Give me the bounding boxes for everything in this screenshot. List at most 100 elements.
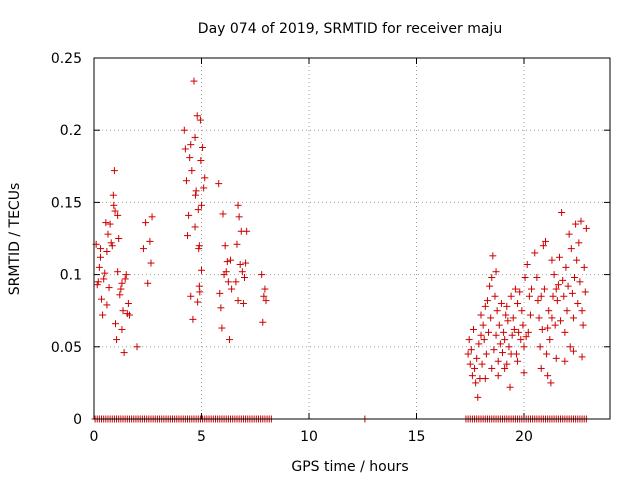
data-point: [181, 145, 189, 153]
data-point: [216, 289, 224, 297]
data-point: [110, 167, 118, 175]
data-point: [119, 307, 127, 315]
data-point: [569, 314, 577, 322]
data-point: [491, 292, 499, 300]
data-point: [222, 268, 230, 276]
data-point: [198, 201, 205, 209]
y-tick-label: 0.05: [51, 340, 82, 356]
data-point: [578, 307, 586, 315]
data-point: [197, 157, 205, 165]
data-point: [574, 299, 582, 307]
data-point: [234, 201, 242, 209]
data-point: [474, 393, 482, 401]
x-tick-label: 15: [408, 429, 426, 445]
data-point: [524, 328, 532, 336]
data-point: [503, 360, 511, 368]
plot-frame: [93, 57, 611, 420]
data-point: [464, 350, 472, 358]
data-point: [148, 213, 156, 221]
data-point: [194, 206, 202, 214]
y-tick-label: 0.1: [60, 268, 82, 284]
data-point: [492, 331, 500, 339]
data-point: [561, 328, 569, 336]
data-point: [217, 304, 225, 312]
data-point: [533, 273, 541, 281]
data-point: [535, 314, 543, 322]
data-point: [466, 360, 474, 368]
data-point: [494, 357, 502, 365]
data-points: [91, 77, 590, 423]
data-point: [576, 278, 584, 286]
data-point: [558, 209, 566, 217]
y-tick-label: 0.2: [60, 123, 82, 139]
data-point: [198, 266, 205, 274]
data-point: [579, 321, 587, 329]
data-point: [567, 245, 575, 253]
data-point: [561, 357, 569, 365]
data-point: [114, 211, 122, 219]
data-point: [481, 375, 489, 383]
data-point: [507, 350, 515, 358]
data-point: [534, 297, 542, 305]
data-point: [472, 379, 480, 387]
data-point: [540, 285, 548, 293]
data-point: [486, 282, 494, 290]
data-point: [572, 220, 580, 228]
data-point: [582, 224, 590, 232]
data-point: [218, 324, 226, 332]
data-point: [221, 242, 229, 250]
data-point: [493, 307, 501, 315]
data-point: [180, 126, 188, 134]
data-point: [144, 279, 152, 287]
data-point: [185, 211, 193, 219]
data-point: [258, 271, 266, 279]
data-point: [191, 133, 199, 141]
data-point: [578, 353, 586, 361]
data-point: [506, 383, 514, 391]
data-point: [475, 340, 483, 348]
data-point: [109, 191, 117, 199]
data-point: [146, 237, 154, 245]
data-point: [569, 347, 577, 355]
data-point: [233, 240, 241, 248]
data-point: [225, 336, 233, 344]
x-tick-labels: 0 5 10 15 20: [90, 429, 533, 445]
data-point: [483, 297, 491, 305]
data-point: [191, 223, 199, 231]
data-point: [260, 292, 268, 300]
data-point: [552, 354, 560, 362]
data-point: [239, 299, 247, 307]
data-point: [496, 340, 504, 348]
data-point: [259, 318, 267, 326]
data-point: [142, 219, 150, 227]
data-point: [537, 364, 545, 372]
data-point: [502, 311, 510, 319]
data-point: [508, 331, 516, 339]
data-point: [93, 281, 101, 289]
data-point: [545, 307, 553, 315]
data-point: [515, 328, 523, 336]
data-point: [219, 210, 227, 218]
data-point: [568, 289, 576, 297]
data-point: [547, 379, 555, 387]
data-point: [542, 237, 549, 245]
data-point: [477, 331, 485, 339]
data-point: [471, 364, 479, 372]
data-point: [536, 343, 544, 351]
grid-lines: [94, 58, 610, 419]
data-point: [111, 207, 119, 215]
data-point: [122, 271, 130, 279]
data-point: [99, 311, 107, 319]
data-point: [510, 325, 518, 333]
data-point: [528, 285, 536, 293]
data-point: [488, 273, 496, 281]
data-point: [501, 336, 509, 344]
data-point: [514, 299, 522, 307]
data-point: [96, 245, 104, 253]
data-point: [519, 321, 527, 329]
data-point: [196, 116, 204, 124]
data-point: [215, 180, 223, 188]
data-point: [187, 141, 195, 149]
chart-title: Day 074 of 2019, SRMTID for receiver maj…: [198, 21, 502, 37]
data-point: [511, 285, 519, 293]
